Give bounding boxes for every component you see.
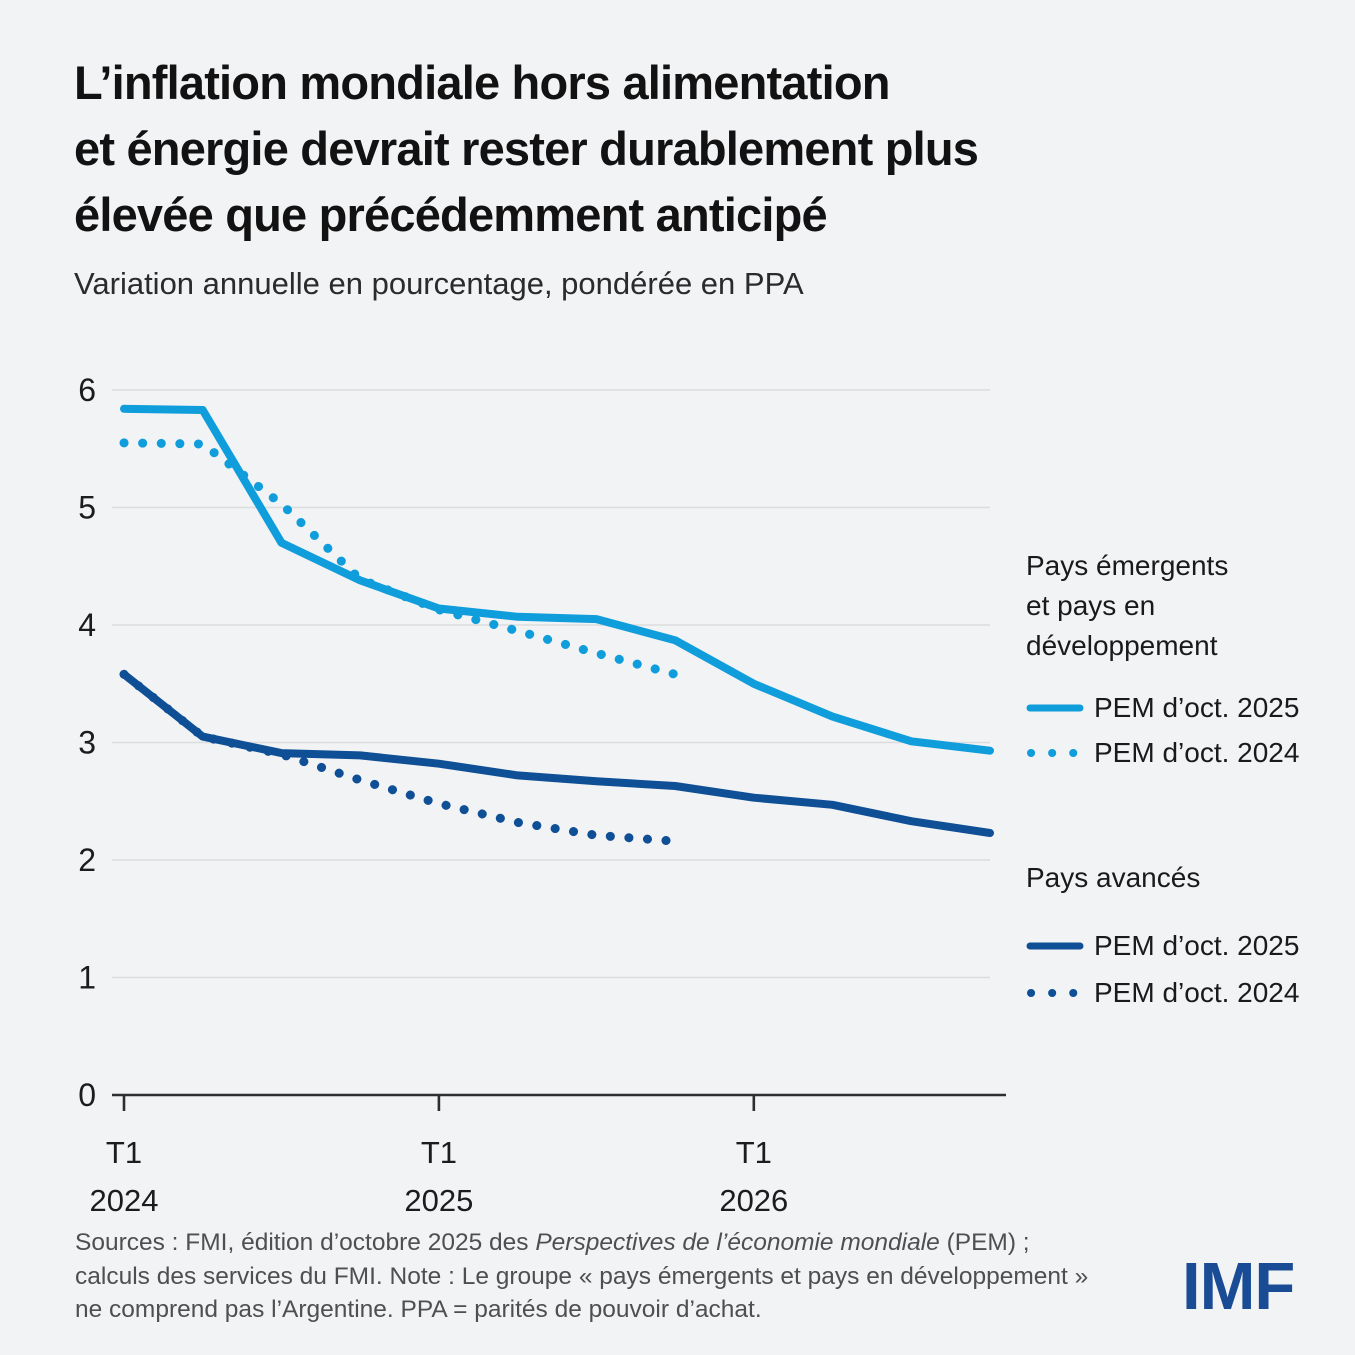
y-axis-tick-label: 1 (78, 960, 96, 996)
x-axis-tick-label-year: 2024 (90, 1183, 159, 1218)
series-line-advanced-solid (120, 670, 994, 837)
legend-item-advanced-2024: PEM d’oct. 2024 (1026, 975, 1299, 1011)
y-axis-tick-label: 3 (78, 725, 96, 761)
chart-title-line-3: élevée que précédemment anticipé (74, 188, 828, 241)
series-line-emerging-solid (120, 404, 994, 755)
chart-title: L’inflation mondiale hors alimentation e… (74, 50, 1254, 248)
legend-title-line: Pays avancés (1026, 862, 1201, 893)
series-line-emerging-dotted (119, 438, 680, 679)
legend-item-label: PEM d’oct. 2025 (1094, 930, 1300, 961)
legend-group-title-advanced: Pays avancés (1026, 858, 1200, 898)
source-note-publication: Perspectives de l’économie mondiale (535, 1229, 940, 1256)
chart-title-line-2: et énergie devrait rester durablement pl… (74, 122, 979, 175)
legend-swatch-dotted-dark-icon (1027, 989, 1084, 997)
y-axis-tick-label: 0 (78, 1077, 96, 1113)
legend-swatch-dotted-light-icon (1027, 749, 1084, 757)
source-note-prefix: Sources : FMI, édition d’octobre 2025 de… (75, 1229, 536, 1256)
x-axis-tick-label-year: 2025 (404, 1183, 473, 1218)
legend-swatch-solid-light-icon (1026, 704, 1084, 712)
legend-title-line: et pays en (1026, 590, 1156, 621)
y-axis-tick-label: 4 (78, 607, 96, 643)
legend-group-title-emerging: Pays émergents et pays en développement (1026, 546, 1228, 666)
x-axis-tick-label-year: 2026 (719, 1183, 788, 1218)
y-axis-tick-label: 5 (78, 490, 96, 526)
x-axis-tick-label-quarter: T1 (106, 1135, 142, 1170)
x-axis-tick-label-quarter: T1 (736, 1135, 772, 1170)
legend-title-line: Pays émergents (1026, 550, 1229, 581)
y-axis-tick-label: 6 (78, 372, 96, 408)
y-axis-tick-label: 2 (78, 842, 96, 878)
legend-item-label: PEM d’oct. 2025 (1094, 692, 1300, 723)
legend-title-line: développement (1026, 630, 1218, 661)
source-note-suffix: (PEM) ; calculs des services du FMI. Not… (75, 1229, 1089, 1323)
legend-item-advanced-2025: PEM d’oct. 2025 (1026, 928, 1299, 964)
legend-swatch-solid-dark-icon (1026, 942, 1084, 950)
chart-title-line-1: L’inflation mondiale hors alimentation (74, 56, 890, 109)
imf-logo: IMF (1182, 1249, 1295, 1324)
legend-item-emerging-2025: PEM d’oct. 2025 (1026, 690, 1299, 726)
source-note: Sources : FMI, édition d’octobre 2025 de… (75, 1226, 1090, 1327)
legend-item-label: PEM d’oct. 2024 (1094, 737, 1300, 768)
chart-subtitle: Variation annuelle en pourcentage, pondé… (74, 266, 804, 301)
x-axis-tick-label-quarter: T1 (421, 1135, 457, 1170)
legend-item-label: PEM d’oct. 2024 (1094, 977, 1300, 1008)
series-line-advanced-dotted (119, 669, 680, 846)
legend-item-emerging-2024: PEM d’oct. 2024 (1026, 735, 1299, 771)
